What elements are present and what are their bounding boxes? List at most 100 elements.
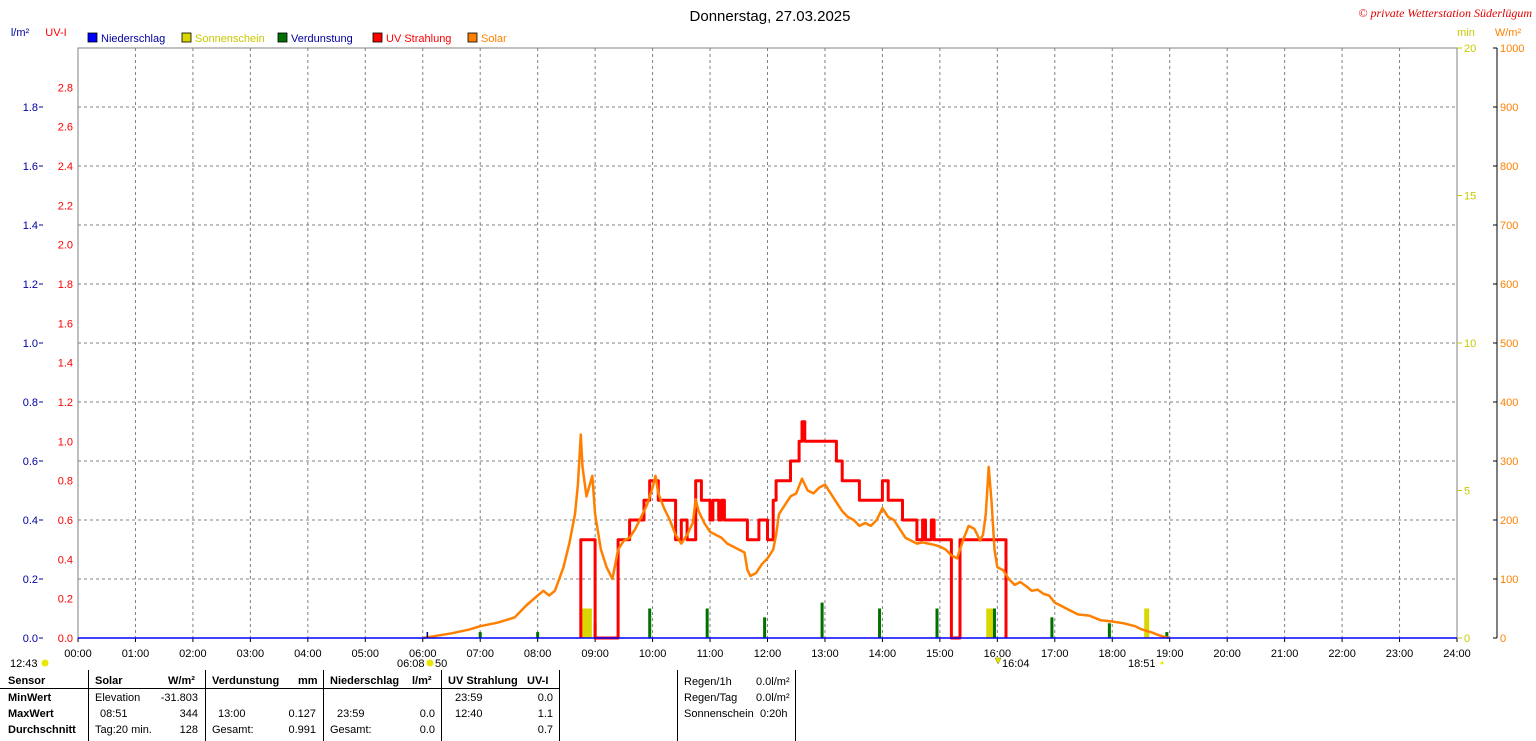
sun-tick-label: 5	[1464, 486, 1470, 498]
rain-tick-label: 1.8	[23, 102, 38, 114]
verdunstung-bar	[992, 608, 996, 638]
summary-table: Sensor Solar W/m² Verdunstung mm Nieders…	[0, 670, 1536, 741]
verdunstung-bar	[1107, 623, 1111, 638]
legend-label: UV Strahlung	[386, 33, 451, 45]
solar-tick-label: 800	[1500, 161, 1518, 173]
header-nied-unit: l/m²	[412, 675, 432, 687]
x-tick-label: 20:00	[1213, 648, 1241, 660]
uv-tick-label: 0.4	[58, 554, 73, 566]
x-tick-label: 02:00	[179, 648, 207, 660]
legend-label: Sonnenschein	[195, 33, 265, 45]
rain-tick-label: 0.0	[23, 633, 38, 645]
x-tick-label: 22:00	[1328, 648, 1356, 660]
sun-tick-label: 15	[1464, 191, 1476, 203]
rain-tick-label: 0.4	[23, 515, 38, 527]
uv-tick-label: 1.2	[58, 397, 73, 409]
uv-tick-label: 2.4	[58, 161, 73, 173]
weather-chart: 00:00 01:00 02:00 03:00 04:00 05:00 06:00 07:00…	[10, 6, 1532, 670]
solar-tick-label: 300	[1500, 456, 1518, 468]
header-verd-unit: mm	[298, 675, 318, 687]
solar-series-line	[422, 433, 1170, 640]
sunshine-bar	[989, 608, 995, 638]
uv-tick-label: 1.4	[58, 358, 73, 370]
solar-tick-label: 0	[1500, 633, 1506, 645]
divider	[0, 688, 560, 689]
solar-tick-label: 100	[1500, 574, 1518, 586]
regen-tag-value: 0.0l/m²	[756, 692, 790, 704]
sun-axis-unit: min	[1457, 27, 1475, 39]
verdunstung-bar	[878, 608, 882, 638]
verdunstung-bar	[648, 608, 652, 638]
event-time-label: 16:04	[1002, 658, 1030, 670]
verdunstung-bar	[1165, 632, 1169, 638]
verdunstung-bar	[763, 617, 767, 638]
min-solar-value: -31.803	[160, 692, 198, 704]
rain-axis-unit: l/m²	[11, 27, 30, 39]
grid	[77, 47, 1458, 639]
min-solar-time: Elevation	[95, 692, 141, 704]
min-uv-value: 0.0	[537, 692, 553, 704]
x-tick-label: 16:00	[984, 648, 1012, 660]
sunshine-bar	[986, 608, 992, 638]
x-tick-label: 08:00	[524, 648, 552, 660]
header-uv: UV Strahlung	[448, 675, 518, 687]
avg-solar-time: Tag:20 min.	[95, 724, 152, 736]
max-nied-value: 0.0	[419, 708, 435, 720]
rain-tick-label: 1.4	[23, 220, 38, 232]
x-tick-label: 11:00	[697, 648, 724, 660]
line-series	[78, 420, 1457, 640]
verdunstung-bar	[935, 608, 939, 638]
solar-noon-label: 12:43	[10, 658, 38, 670]
header-sensor: Sensor	[8, 675, 46, 687]
sunset-label: 18:51	[1128, 658, 1156, 670]
verdunstung-bar	[820, 602, 824, 638]
max-uv-value: 1.1	[537, 708, 553, 720]
solar-tick-label: 600	[1500, 279, 1518, 291]
x-tick-label: 09:00	[581, 648, 609, 660]
legend-label: Niederschlag	[101, 33, 165, 45]
x-tick-label: 24:00	[1443, 648, 1471, 660]
rain-tick-label: 0.8	[23, 397, 38, 409]
divider	[795, 670, 796, 741]
x-tick-label: 18:00	[1098, 648, 1126, 660]
avg-nied-value: 0.0	[419, 724, 435, 736]
sonnenschein-value: 0:20h	[760, 708, 788, 720]
sunrise-suffix-label: 50	[435, 658, 447, 670]
legend-label: Verdunstung	[291, 33, 353, 45]
solar-axis-unit: W/m²	[1495, 27, 1522, 39]
uv-tick-label: 2.8	[58, 82, 73, 94]
max-verd-time: 13:00	[218, 708, 246, 720]
x-tick-label: 17:00	[1041, 648, 1069, 660]
solar-tick-label: 500	[1500, 338, 1518, 350]
x-tick-label: 13:00	[811, 648, 839, 660]
avg-nied-label: Gesamt:	[330, 724, 372, 736]
legend: Niederschlag Sonnenschein Verdunstung UV St…	[87, 32, 507, 45]
max-nied-time: 23:59	[337, 708, 365, 720]
regen-tag-label: Regen/Tag	[684, 692, 738, 704]
legend-swatch	[372, 32, 383, 43]
uv-tick-label: 1.0	[58, 436, 73, 448]
event-arrow-icon	[994, 657, 1002, 665]
sonnenschein-label: Sonnenschein	[684, 708, 754, 720]
solar-tick-label: 900	[1500, 102, 1518, 114]
avg-solar-value: 128	[179, 724, 198, 736]
header-verdunstung: Verdunstung	[212, 675, 280, 687]
sunshine-bar	[586, 608, 592, 638]
regen-1h-label: Regen/1h	[684, 676, 732, 688]
header-solar-unit: W/m²	[168, 675, 195, 687]
x-tick-label: 06:00	[409, 648, 437, 660]
legend-swatch	[181, 32, 192, 43]
max-uv-time: 12:40	[455, 708, 483, 720]
header-niederschlag: Niederschlag	[330, 675, 400, 687]
x-tick-label: 07:00	[466, 648, 494, 660]
rain-tick-label: 0.2	[23, 574, 38, 586]
uv-tick-label: 2.0	[58, 240, 73, 252]
divider	[323, 670, 324, 741]
uv-tick-label: 0.0	[58, 633, 73, 645]
uv-tick-label: 1.8	[58, 279, 73, 291]
axes: 00:00 01:00 02:00 03:00 04:00 05:00 06:00 07:00…	[11, 27, 1525, 660]
x-tick-label: 23:00	[1386, 648, 1414, 660]
uv-tick-label: 0.8	[58, 476, 73, 488]
x-tick-label: 19:00	[1156, 648, 1184, 660]
watermark: © private Wetterstation Süderlügum	[1358, 6, 1532, 20]
